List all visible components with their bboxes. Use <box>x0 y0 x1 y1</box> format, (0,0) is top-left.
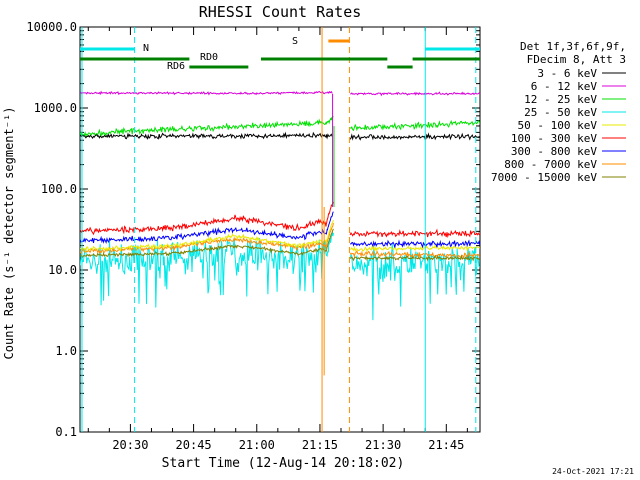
series-line-800-7000-keV <box>80 223 480 259</box>
data-series <box>80 90 480 321</box>
y-tick-label: 1000.0 <box>34 101 77 115</box>
chart-title: RHESSI Count Rates <box>199 3 362 21</box>
x-tick-label: 20:45 <box>176 438 212 452</box>
y-tick-label: 1.0 <box>55 344 77 358</box>
timestamp: 24-Oct-2021 17:21 <box>552 467 634 476</box>
x-tick-label: 20:30 <box>112 438 148 452</box>
legend-entry-label: 25 - 50 keV <box>524 106 597 119</box>
series-line-50-100-keV <box>80 219 480 253</box>
y-tick-label: 100.0 <box>41 182 77 196</box>
series-line-12-25-keV <box>80 116 480 139</box>
flag-label-S: S <box>292 36 298 47</box>
legend: Det 1f,3f,6f,9f,FDecim 8, Att 33 - 6 keV… <box>491 40 626 184</box>
legend-entry-label: 800 - 7000 keV <box>504 158 597 171</box>
legend-entry-label: 100 - 300 keV <box>511 132 597 145</box>
y-tick-label: 10000.0 <box>26 20 77 34</box>
flag-label-RD0: RD0 <box>200 52 218 63</box>
legend-entry-label: 50 - 100 keV <box>518 119 598 132</box>
x-tick-label: 21:15 <box>302 438 338 452</box>
series-line-300-800-keV <box>80 211 480 249</box>
legend-entry-label: 7000 - 15000 keV <box>491 171 597 184</box>
legend-entry-label: 3 - 6 keV <box>537 67 597 80</box>
axes: 0.1 1.0 10.0 100.0 1000.0 10000.0 20:30 20:45 21… <box>26 20 481 452</box>
legend-header-line: FDecim 8, Att 3 <box>527 53 626 66</box>
series-line-7000-15000-keV <box>80 228 480 262</box>
flag-label-N: N <box>143 43 149 54</box>
legend-entry-label: 12 - 25 keV <box>524 93 597 106</box>
legend-entry-label: 6 - 12 keV <box>531 80 598 93</box>
series-line-3-6-keV <box>80 131 480 141</box>
x-tick-label: 21:00 <box>239 438 275 452</box>
overlays: N RD0 RD6 S <box>80 27 480 432</box>
legend-entry-label: 300 - 800 keV <box>511 145 597 158</box>
series-line-6-12-keV <box>80 90 480 97</box>
flag-label-RD6: RD6 <box>167 61 185 72</box>
legend-header-line: Det 1f,3f,6f,9f, <box>520 40 626 53</box>
y-axis-label: Count Rate (s⁻¹ detector segment⁻¹) <box>2 107 16 360</box>
x-axis-label: Start Time (12-Aug-14 20:18:02) <box>162 456 405 471</box>
x-tick-label: 21:45 <box>428 438 464 452</box>
y-tick-label: 10.0 <box>48 263 77 277</box>
y-tick-label: 0.1 <box>55 425 77 439</box>
series-line-100-300-keV <box>80 201 480 239</box>
x-tick-label: 21:30 <box>365 438 401 452</box>
